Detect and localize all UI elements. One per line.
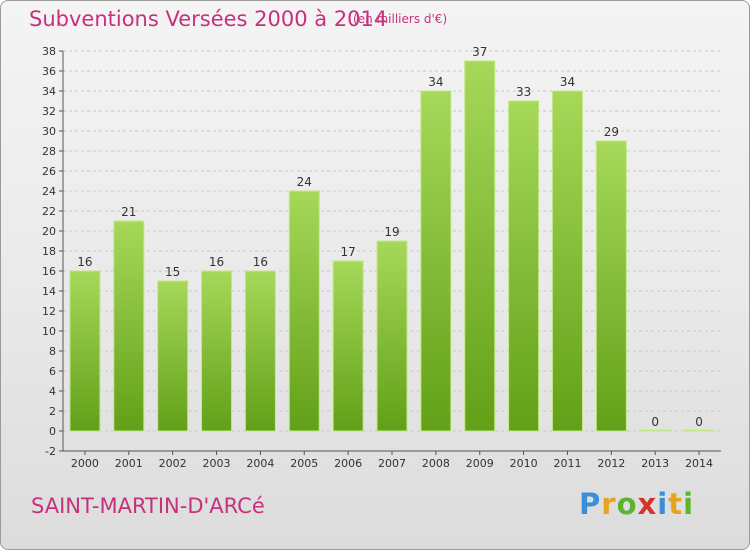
data-label-2013: 0 bbox=[651, 415, 659, 429]
logo-letter: t bbox=[668, 487, 684, 521]
bar-2012 bbox=[595, 140, 627, 432]
data-label-2002: 15 bbox=[165, 265, 180, 279]
y-tick-label: 16 bbox=[42, 265, 56, 278]
data-label-2004: 16 bbox=[253, 255, 268, 269]
y-tick-label: 10 bbox=[42, 325, 56, 338]
y-tick-label: 4 bbox=[49, 385, 56, 398]
bar-2010 bbox=[508, 100, 540, 432]
bar-2002 bbox=[157, 280, 189, 432]
proxiti-logo[interactable]: Proxiti bbox=[579, 487, 694, 521]
bar-2001 bbox=[113, 220, 145, 432]
x-tick-label-2001: 2001 bbox=[115, 457, 143, 470]
x-tick-label-2008: 2008 bbox=[422, 457, 450, 470]
chart-title: Subventions Versées 2000 à 2014 bbox=[29, 7, 388, 31]
data-label-2000: 16 bbox=[77, 255, 92, 269]
y-tick-label: 38 bbox=[42, 45, 56, 58]
data-label-2012: 29 bbox=[604, 125, 619, 139]
y-tick-label: 22 bbox=[42, 205, 56, 218]
axes bbox=[59, 50, 721, 455]
data-label-2007: 19 bbox=[384, 225, 399, 239]
chart-unit-subtitle: (en milliers d'€) bbox=[353, 12, 448, 26]
y-tick-label: 32 bbox=[42, 105, 56, 118]
bar-2000 bbox=[69, 270, 101, 432]
x-tick-label-2007: 2007 bbox=[378, 457, 406, 470]
bar-2013 bbox=[639, 429, 671, 432]
logo-letter: r bbox=[601, 487, 617, 521]
data-label-2010: 33 bbox=[516, 85, 531, 99]
x-tick-label-2014: 2014 bbox=[685, 457, 713, 470]
y-tick-label: 20 bbox=[42, 225, 56, 238]
y-tick-label: 36 bbox=[42, 65, 56, 78]
data-label-2014: 0 bbox=[695, 415, 703, 429]
bar-2008 bbox=[420, 90, 452, 432]
y-tick-label: 0 bbox=[49, 425, 56, 438]
data-label-2001: 21 bbox=[121, 205, 136, 219]
logo-letter: o bbox=[616, 487, 638, 521]
logo-letter: i bbox=[657, 487, 669, 521]
y-tick-label: 30 bbox=[42, 125, 56, 138]
logo-letter: i bbox=[683, 487, 695, 521]
y-tick-label: 26 bbox=[42, 165, 56, 178]
y-tick-label: 14 bbox=[42, 285, 56, 298]
y-tick-label: 6 bbox=[49, 365, 56, 378]
data-label-2011: 34 bbox=[560, 75, 575, 89]
bar-2003 bbox=[201, 270, 233, 432]
y-tick-label: 28 bbox=[42, 145, 56, 158]
bar-2014 bbox=[683, 429, 715, 432]
x-tick-label-2013: 2013 bbox=[641, 457, 669, 470]
logo-letter: P bbox=[579, 487, 602, 521]
bar-2007 bbox=[376, 240, 408, 432]
data-label-2005: 24 bbox=[297, 175, 312, 189]
y-tick-label: 8 bbox=[49, 345, 56, 358]
commune-name: SAINT-MARTIN-D'ARCé bbox=[31, 494, 265, 518]
y-tick-label: 24 bbox=[42, 185, 56, 198]
x-tick-label-2003: 2003 bbox=[203, 457, 231, 470]
bar-2006 bbox=[332, 260, 364, 432]
x-tick-label-2002: 2002 bbox=[159, 457, 187, 470]
y-tick-label: 12 bbox=[42, 305, 56, 318]
x-axis-tick-labels: 2000 2001 2002 2003 2004 2005 2006 2007 2008 2009… bbox=[71, 457, 713, 470]
x-tick-label-2011: 2011 bbox=[553, 457, 581, 470]
bar-2004 bbox=[244, 270, 276, 432]
data-label-2009: 37 bbox=[472, 45, 487, 59]
y-tick-label: 18 bbox=[42, 245, 56, 258]
y-tick-label: -2 bbox=[45, 445, 56, 458]
x-tick-label-2004: 2004 bbox=[246, 457, 274, 470]
x-tick-label-2005: 2005 bbox=[290, 457, 318, 470]
data-label-2003: 16 bbox=[209, 255, 224, 269]
bar-2011 bbox=[551, 90, 583, 432]
x-tick-label-2000: 2000 bbox=[71, 457, 99, 470]
logo-letter: x bbox=[637, 487, 658, 521]
x-tick-label-2012: 2012 bbox=[597, 457, 625, 470]
y-tick-label: 2 bbox=[49, 405, 56, 418]
x-tick-label-2009: 2009 bbox=[466, 457, 494, 470]
data-label-2008: 34 bbox=[428, 75, 443, 89]
y-tick-label: 34 bbox=[42, 85, 56, 98]
data-label-2006: 17 bbox=[340, 245, 355, 259]
bar-2005 bbox=[288, 190, 320, 432]
bars bbox=[69, 60, 715, 432]
data-labels: 16 21 15 16 16 24 17 19 34 37 33 34 29 0 0 bbox=[77, 45, 703, 429]
x-tick-label-2010: 2010 bbox=[510, 457, 538, 470]
bar-2009 bbox=[464, 60, 496, 432]
x-tick-label-2006: 2006 bbox=[334, 457, 362, 470]
